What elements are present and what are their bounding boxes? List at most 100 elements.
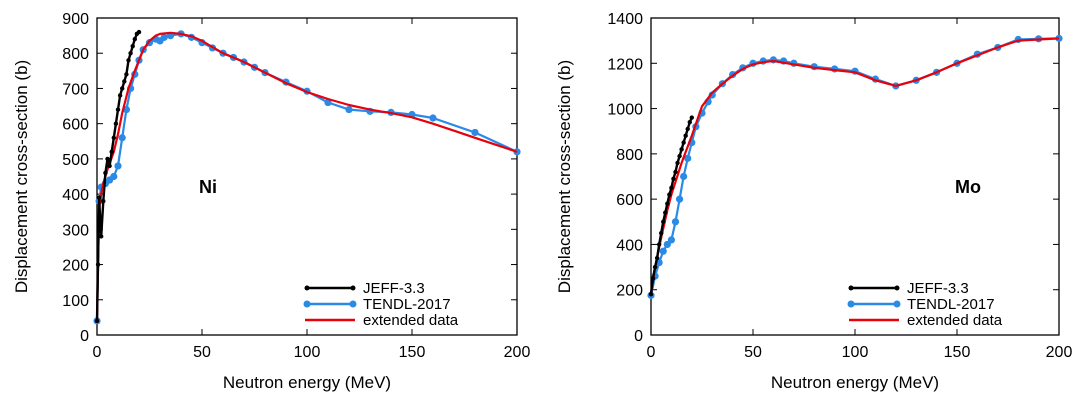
y-tick-label: 200 (616, 283, 643, 300)
data-point (105, 156, 110, 162)
data-point (118, 134, 126, 142)
data-point (471, 128, 479, 137)
legend-marker (893, 300, 901, 308)
data-point (659, 230, 664, 236)
x-tick-label: 0 (647, 344, 656, 361)
series-line-tendl-2017 (95, 32, 518, 321)
data-point (659, 247, 667, 255)
chart-panel-mo: 0 200 400 600 800 1000 1200 1400 0 50 100 150 200 Neu… (555, 11, 1072, 392)
data-point (103, 170, 108, 176)
data-point (687, 119, 692, 125)
x-tick-label: 100 (842, 344, 869, 361)
data-point (126, 58, 131, 63)
data-point (114, 162, 122, 170)
data-point (681, 140, 686, 145)
data-point (345, 105, 353, 114)
data-point (650, 276, 656, 281)
data-point (132, 36, 137, 42)
data-point (95, 262, 101, 267)
data-point (160, 33, 168, 41)
y-tick-label: 100 (62, 293, 89, 310)
y-tick-label: 200 (62, 258, 89, 275)
series-line-extended-data (649, 37, 1060, 295)
panel-label: Ni (199, 177, 217, 197)
x-axis-label: Neutron energy (MeV) (771, 373, 939, 392)
y-tick-label: 400 (62, 187, 89, 204)
y-tick-label: 1400 (607, 11, 643, 28)
legend-label: JEFF-3.3 (907, 280, 969, 297)
data-point (652, 264, 658, 270)
data-point (683, 133, 688, 138)
x-tick-label: 0 (93, 344, 102, 361)
y-tick-label: 0 (634, 328, 643, 345)
x-tick-label: 150 (399, 344, 426, 361)
legend-label: TENDL-2017 (363, 296, 451, 313)
data-point (671, 176, 676, 181)
legend-marker (848, 285, 854, 291)
data-point (128, 51, 133, 56)
data-point (110, 172, 118, 181)
data-point (663, 210, 668, 215)
data-point (324, 98, 332, 107)
data-point (689, 115, 694, 120)
data-point (130, 43, 135, 49)
y-tick-label: 1200 (607, 56, 643, 73)
data-point (113, 121, 119, 126)
y-tick-label: 900 (62, 11, 89, 28)
series-line-tendl-2017 (649, 37, 1060, 296)
x-tick-label: 50 (193, 344, 211, 361)
data-point (667, 236, 676, 244)
x-tick-label: 200 (1046, 344, 1073, 361)
data-point (680, 172, 688, 181)
y-axis-label: Displacement cross-section (b) (555, 60, 574, 293)
data-point (654, 255, 660, 261)
legend-marker (303, 300, 311, 308)
data-point (656, 242, 662, 247)
data-point (101, 198, 106, 204)
x-tick-label: 50 (744, 344, 762, 361)
data-point (675, 160, 680, 166)
data-point (120, 86, 125, 91)
legend-label: extended data (363, 312, 459, 329)
data-point (122, 79, 127, 84)
data-point (115, 107, 121, 112)
data-point (669, 185, 674, 191)
x-tick-label: 100 (294, 344, 321, 361)
data-point (136, 29, 142, 35)
y-tick-label: 400 (616, 237, 643, 254)
data-point (117, 93, 123, 98)
data-point (111, 135, 117, 140)
data-point (679, 147, 684, 152)
y-tick-label: 500 (62, 152, 89, 169)
y-tick-label: 0 (80, 328, 89, 345)
data-point (1055, 34, 1063, 42)
y-axis-label: Displacement cross-section (b) (12, 60, 31, 293)
data-point (684, 154, 692, 162)
data-point (661, 219, 666, 224)
data-point (685, 126, 690, 132)
legend-label: JEFF-3.3 (363, 280, 425, 297)
data-point (94, 318, 100, 324)
y-tick-label: 1000 (607, 102, 643, 119)
y-tick-label: 600 (616, 192, 643, 209)
legend-marker (349, 300, 357, 308)
legend-marker (304, 285, 310, 291)
panel-label: Mo (955, 177, 981, 197)
legend-label: TENDL-2017 (907, 296, 995, 313)
y-tick-label: 800 (616, 147, 643, 164)
y-tick-label: 700 (62, 81, 89, 98)
data-point (673, 169, 678, 175)
x-tick-label: 200 (504, 344, 531, 361)
y-tick-label: 600 (62, 117, 89, 134)
series-line-extended-data (95, 31, 518, 321)
x-tick-label: 150 (944, 344, 971, 361)
legend-marker (350, 285, 356, 291)
chart-panel-ni: 0 100 200 300 400 500 600 700 800 900 0 50 100 150 200… (12, 11, 530, 392)
data-point (675, 195, 684, 203)
data-point (124, 72, 129, 77)
data-point (96, 195, 102, 200)
data-point (671, 218, 680, 226)
data-point (97, 216, 103, 221)
data-point (109, 149, 114, 155)
